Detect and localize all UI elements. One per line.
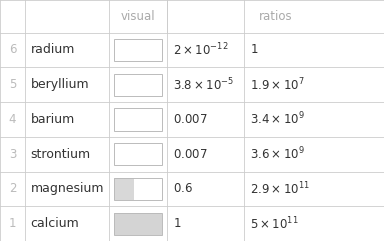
Text: calcium: calcium: [31, 217, 79, 230]
Bar: [114, 74, 162, 96]
Text: $2.9\times10^{11}$: $2.9\times10^{11}$: [250, 181, 310, 197]
Bar: [114, 74, 162, 96]
Text: 2: 2: [9, 182, 16, 195]
Text: $3.8\times10^{-5}$: $3.8\times10^{-5}$: [173, 76, 234, 93]
Text: 6: 6: [9, 43, 16, 56]
Text: $0.6$: $0.6$: [173, 182, 193, 195]
Text: strontium: strontium: [31, 148, 91, 161]
Bar: [114, 143, 162, 165]
Bar: [114, 108, 162, 131]
Text: visual: visual: [121, 10, 156, 23]
Bar: [114, 108, 162, 131]
Text: $2\times10^{-12}$: $2\times10^{-12}$: [173, 42, 228, 58]
Text: $0.007$: $0.007$: [173, 113, 207, 126]
Text: magnesium: magnesium: [31, 182, 104, 195]
Text: $3.6\times10^{9}$: $3.6\times10^{9}$: [250, 146, 305, 162]
Text: $1$: $1$: [250, 43, 258, 56]
Bar: [114, 213, 162, 235]
Text: beryllium: beryllium: [31, 78, 89, 91]
Text: 3: 3: [9, 148, 16, 161]
Bar: [114, 213, 162, 235]
Text: barium: barium: [31, 113, 75, 126]
Bar: [114, 178, 134, 200]
Bar: [114, 39, 162, 61]
Text: 1: 1: [9, 217, 16, 230]
Text: 5: 5: [9, 78, 16, 91]
Text: $1$: $1$: [173, 217, 181, 230]
Text: ratios: ratios: [259, 10, 292, 23]
Text: $1.9\times10^{7}$: $1.9\times10^{7}$: [250, 76, 304, 93]
Bar: [114, 178, 162, 200]
Text: radium: radium: [31, 43, 75, 56]
Text: 4: 4: [9, 113, 16, 126]
Text: $0.007$: $0.007$: [173, 148, 207, 161]
Bar: [114, 213, 162, 235]
Text: $3.4\times10^{9}$: $3.4\times10^{9}$: [250, 111, 305, 128]
Text: $5\times10^{11}$: $5\times10^{11}$: [250, 215, 298, 232]
Bar: [114, 143, 162, 165]
Bar: [114, 178, 162, 200]
Bar: [114, 39, 162, 61]
